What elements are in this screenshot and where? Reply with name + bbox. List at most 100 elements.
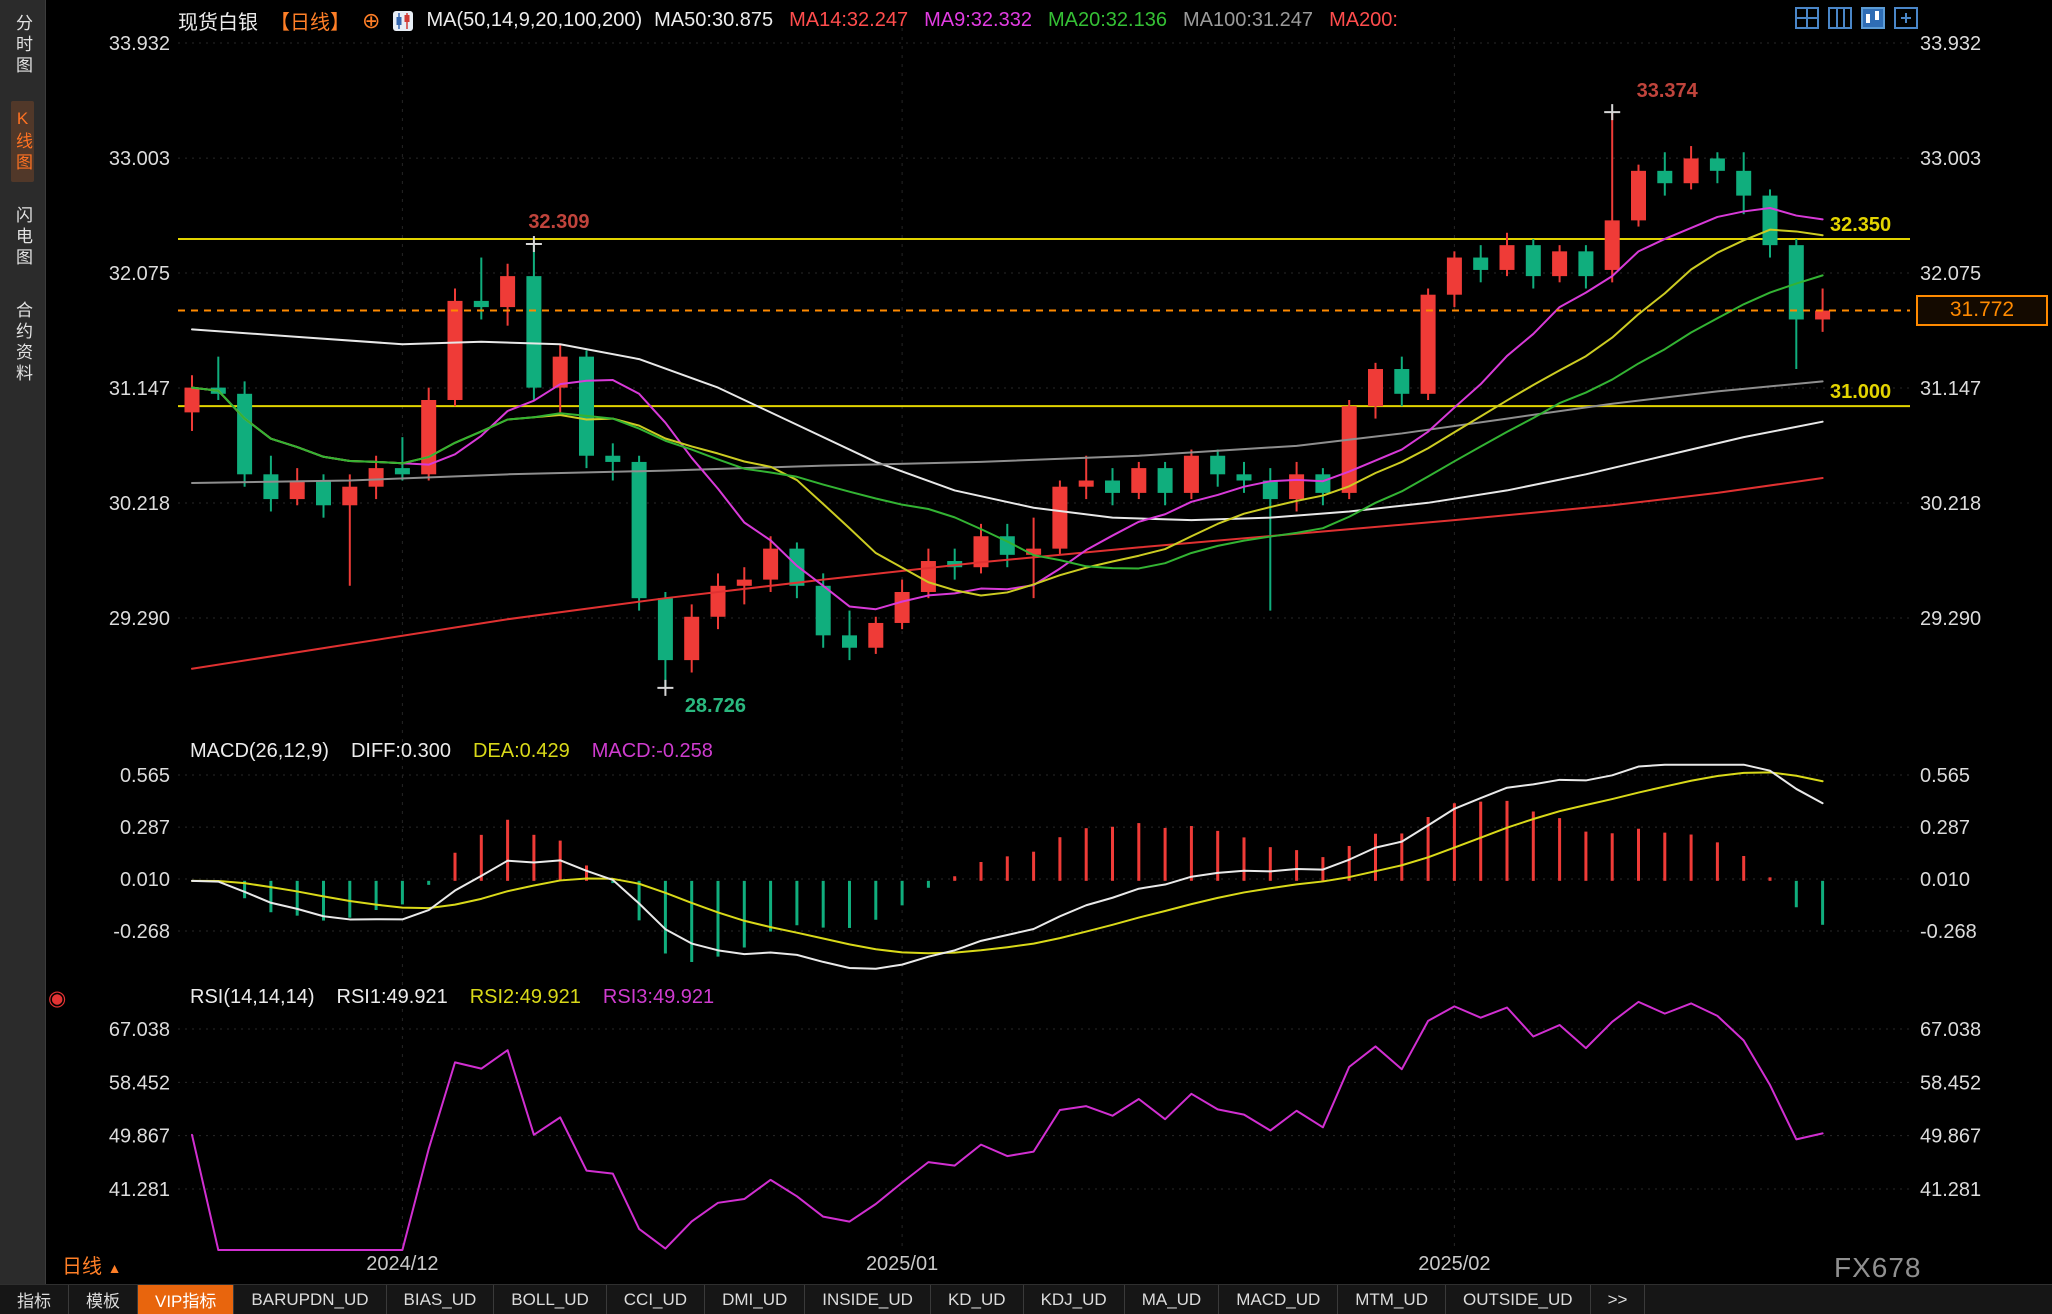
rsi3-value: RSI3:49.921: [602, 986, 715, 1008]
svg-text:0.287: 0.287: [120, 817, 170, 839]
candles: [184, 112, 1831, 688]
svg-text:33.932: 33.932: [109, 33, 170, 55]
tab->>[interactable]: >>: [1591, 1285, 1646, 1314]
tab-MTM_UD[interactable]: MTM_UD: [1338, 1285, 1446, 1314]
macd-value: MACD:-0.258: [591, 740, 713, 762]
sidebar-item-K线图[interactable]: K线图: [11, 101, 34, 182]
svg-text:58.452: 58.452: [1920, 1072, 1981, 1094]
svg-text:2024/12: 2024/12: [366, 1253, 438, 1275]
rsi-line: [191, 1000, 1824, 1251]
svg-text:0.010: 0.010: [1920, 869, 1970, 891]
svg-text:2025/01: 2025/01: [866, 1253, 938, 1275]
tab-INSIDE_UD[interactable]: INSIDE_UD: [805, 1285, 931, 1314]
sidebar-item-分时图[interactable]: 分时图: [13, 14, 32, 77]
macd-dea-line: [191, 771, 1824, 955]
ma-line-MA50: [191, 328, 1824, 522]
interval-selector-label: 日线: [62, 1256, 102, 1278]
svg-text:33.003: 33.003: [1920, 148, 1981, 170]
svg-text:49.867: 49.867: [1920, 1126, 1981, 1148]
tab-CCI_UD[interactable]: CCI_UD: [607, 1285, 706, 1314]
svg-text:29.290: 29.290: [1920, 608, 1981, 630]
tab-模板[interactable]: 模板: [69, 1285, 138, 1314]
svg-text:32.309: 32.309: [528, 211, 589, 233]
axis-labels: 33.932 33.932 33.003 33.003 32.075 32.075 31.1…: [109, 33, 1981, 1275]
new-chart-window-icon[interactable]: [1893, 5, 1919, 31]
indicator-dot-icon[interactable]: ◉: [48, 987, 67, 1010]
svg-text:30.218: 30.218: [109, 493, 170, 515]
svg-text:32.075: 32.075: [109, 263, 170, 285]
sidebar: 分时图 K线图闪电图合约资料: [0, 0, 46, 1284]
tab-BARUPDN_UD[interactable]: BARUPDN_UD: [234, 1285, 387, 1314]
horizontal-price-lines: 32.350 31.000: [178, 214, 1910, 408]
current-price-tag: 31.772: [1916, 294, 2048, 326]
tab-MACD_UD[interactable]: MACD_UD: [1219, 1285, 1339, 1314]
interval-selector[interactable]: 日线 ▲: [62, 1250, 121, 1279]
tab-OUTSIDE_UD[interactable]: OUTSIDE_UD: [1446, 1285, 1591, 1314]
split-chart-icon[interactable]: [1827, 5, 1853, 31]
kline-view-icon[interactable]: [1860, 5, 1886, 31]
svg-text:33.374: 33.374: [1637, 80, 1699, 102]
svg-text:67.038: 67.038: [1920, 1019, 1981, 1041]
svg-text:28.726: 28.726: [685, 695, 746, 717]
interval-arrow-icon: ▲: [107, 1260, 122, 1276]
rsi-params-label: RSI(14,14,14): [190, 986, 315, 1008]
price-annotations: 32.309 33.374 28.726: [525, 80, 1699, 717]
svg-text:0.010: 0.010: [120, 869, 170, 891]
macd-params-label: MACD(26,12,9): [190, 740, 329, 762]
tab-BOLL_UD[interactable]: BOLL_UD: [494, 1285, 607, 1314]
macd-header: MACD(26,12,9) DIFF:0.300 DEA:0.429 MACD:…: [190, 740, 713, 763]
svg-text:67.038: 67.038: [109, 1019, 170, 1041]
macd-diff-value: DIFF:0.300: [350, 740, 451, 762]
tab-指标[interactable]: 指标: [0, 1285, 69, 1314]
ma-line-MA9: [191, 206, 1824, 611]
tab-KD_UD[interactable]: KD_UD: [931, 1285, 1024, 1314]
symbol-name: 现货白银: [178, 12, 258, 34]
svg-text:0.565: 0.565: [120, 765, 170, 787]
macd-dea-value: DEA:0.429: [472, 740, 570, 762]
interval-tag[interactable]: 【日线】: [270, 12, 350, 34]
sidebar-item-合约资料[interactable]: 合约资料: [13, 301, 32, 385]
tab-BIAS_UD[interactable]: BIAS_UD: [387, 1285, 495, 1314]
svg-text:49.867: 49.867: [109, 1126, 170, 1148]
svg-text:33.003: 33.003: [109, 148, 170, 170]
ma-line-MA200: [191, 477, 1824, 670]
ma-value: MA50:30.875: [654, 9, 774, 31]
ma-value: MA9:32.332: [924, 9, 1032, 31]
svg-text:-0.268: -0.268: [113, 921, 170, 943]
tab-MA_UD[interactable]: MA_UD: [1125, 1285, 1220, 1314]
ma-value: MA100:31.247: [1182, 9, 1314, 31]
svg-text:2025/02: 2025/02: [1418, 1253, 1490, 1275]
svg-text:31.000: 31.000: [1830, 381, 1891, 403]
ma-line-MA20: [191, 274, 1824, 570]
ma-value: MA14:32.247: [789, 9, 909, 31]
svg-text:41.281: 41.281: [1920, 1179, 1981, 1201]
macd-panel: [191, 763, 1825, 970]
svg-text:-0.268: -0.268: [1920, 921, 1977, 943]
svg-text:33.932: 33.932: [1920, 33, 1981, 55]
tab-DMI_UD[interactable]: DMI_UD: [705, 1285, 806, 1314]
tab-VIP指标[interactable]: VIP指标: [138, 1285, 235, 1314]
svg-text:31.147: 31.147: [109, 378, 170, 400]
chart-canvas[interactable]: 33.932 33.932 33.003 33.003 32.075 32.075 31.1…: [0, 0, 2052, 1284]
svg-text:0.287: 0.287: [1920, 817, 1970, 839]
mini-kline-icon[interactable]: [392, 10, 414, 32]
multi-chart-grid-icon[interactable]: [1794, 5, 1820, 31]
ma-value: MA20:32.136: [1047, 9, 1167, 31]
svg-text:32.075: 32.075: [1920, 263, 1981, 285]
add-indicator-icon[interactable]: ⊕: [362, 7, 381, 33]
rsi2-value: RSI2:49.921: [469, 986, 581, 1008]
ma-value: MA200:: [1329, 9, 1398, 31]
svg-text:30.218: 30.218: [1920, 493, 1981, 515]
sidebar-item-闪电图[interactable]: 闪电图: [13, 206, 32, 269]
ma-line-MA100: [191, 380, 1824, 484]
tab-KDJ_UD[interactable]: KDJ_UD: [1024, 1285, 1125, 1314]
macd-diff-line: [191, 763, 1824, 970]
grid-lines: [178, 28, 1910, 1248]
bottom-tab-bar: 指标 模板 VIP指标 BARUPDN_UD BIAS_UD BOLL_UD CCI_UD D…: [0, 1284, 2052, 1314]
ma-params-label: MA(50,14,9,20,100,200): [426, 9, 643, 31]
chart-header: 现货白银 【日线】 ⊕ MA(50,14,9,20,100,200) MA50:…: [178, 6, 1414, 35]
svg-text:41.281: 41.281: [109, 1179, 170, 1201]
layout-toolbar: [1794, 5, 1919, 31]
svg-text:32.350: 32.350: [1830, 214, 1891, 236]
rsi1-value: RSI1:49.921: [336, 986, 448, 1008]
